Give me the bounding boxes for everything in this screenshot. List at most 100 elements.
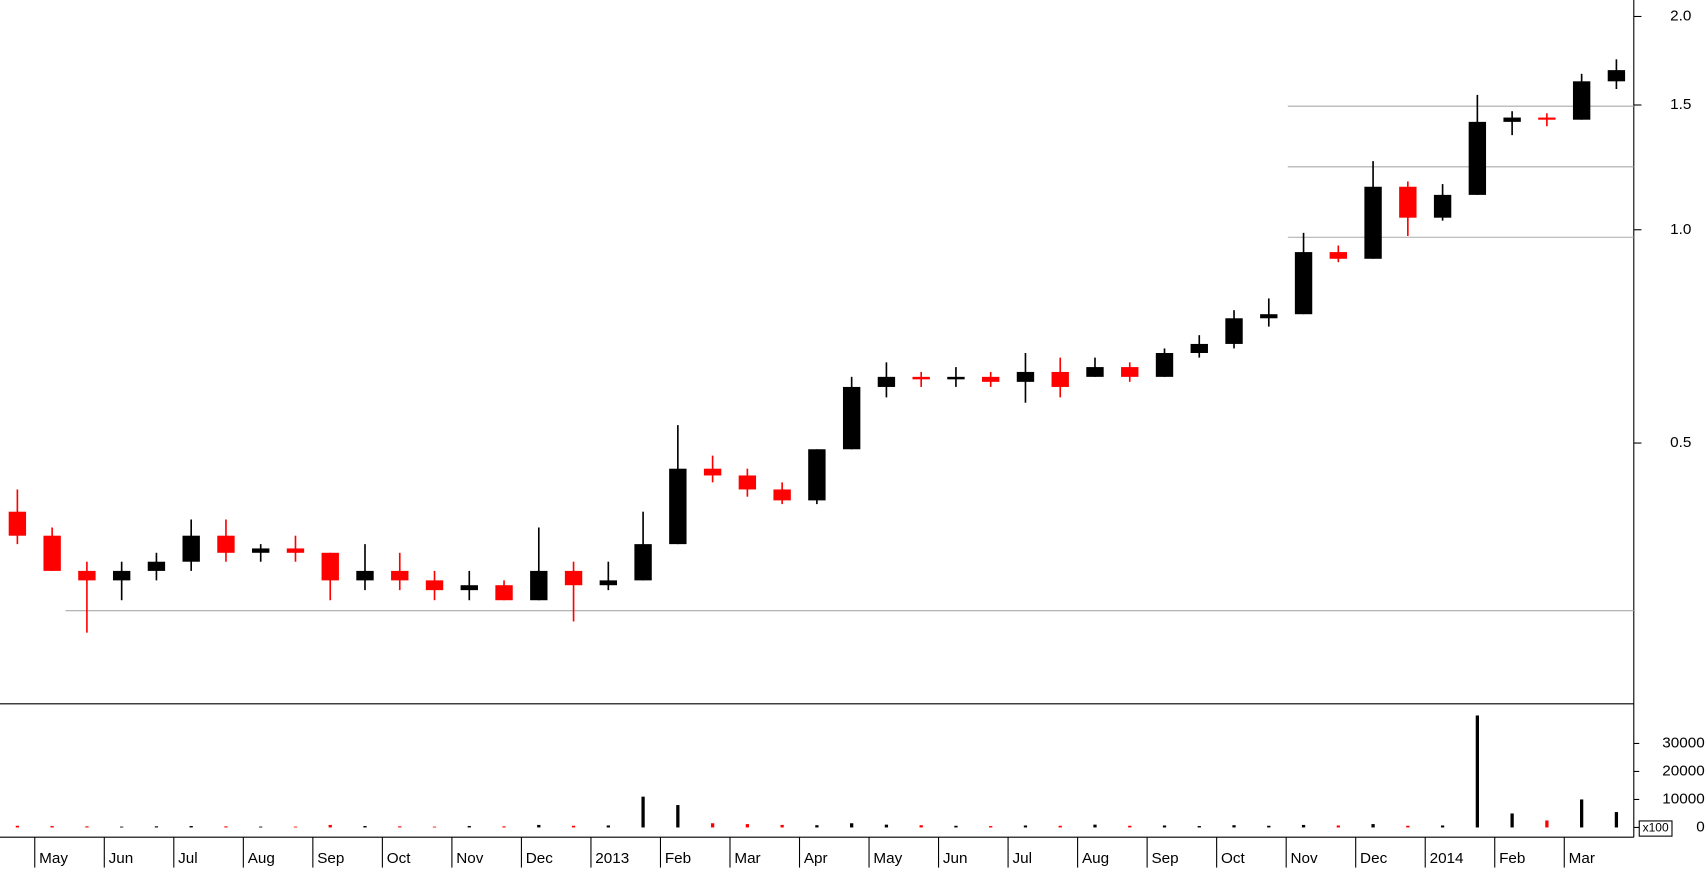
- candle-body: [1016, 371, 1035, 382]
- volume-bar: [676, 805, 680, 828]
- x-tick-label: Feb: [665, 850, 691, 867]
- y-tick-label: 0.5: [1670, 434, 1691, 451]
- candle-body: [703, 468, 722, 476]
- volume-bar: [1162, 825, 1167, 828]
- candle-body: [1190, 343, 1208, 353]
- candle-body: [495, 585, 513, 601]
- volume-bar: [15, 825, 20, 828]
- candle-body: [912, 376, 930, 380]
- volume-bar: [1267, 825, 1271, 828]
- candle-body: [773, 489, 791, 501]
- candle-body: [321, 552, 339, 581]
- x-tick-label: Aug: [248, 850, 275, 867]
- volume-tick-label: 10000: [1662, 791, 1704, 808]
- candle-body: [1607, 70, 1626, 82]
- volume-bar: [1336, 825, 1340, 828]
- x-tick-label: Jul: [1012, 850, 1032, 867]
- volume-bar: [293, 826, 298, 828]
- candle-body: [1468, 121, 1487, 195]
- candle-body: [982, 376, 1000, 382]
- volume-bar: [1128, 825, 1132, 828]
- volume-bar: [954, 825, 958, 828]
- volume-tick-label: 0: [1696, 818, 1704, 835]
- candle-body: [356, 570, 374, 581]
- x-tick-label: Sep: [317, 850, 344, 867]
- volume-bar: [745, 824, 750, 828]
- volume-bar: [1440, 825, 1445, 828]
- candle-body: [460, 585, 478, 591]
- x-tick-label: Apr: [804, 850, 828, 867]
- volume-bar: [1614, 812, 1619, 828]
- volume-bar: [884, 824, 889, 828]
- candle-body: [1260, 314, 1278, 319]
- candle-body: [1086, 367, 1104, 377]
- candle-body: [1051, 371, 1069, 387]
- volume-bar: [120, 826, 124, 828]
- candle-body: [530, 570, 548, 601]
- candle-body: [425, 580, 444, 591]
- x-tick-label: May: [39, 850, 68, 867]
- x-tick-label: Nov: [456, 850, 484, 867]
- volume-bar: [850, 823, 854, 828]
- volume-bar: [85, 826, 89, 828]
- volume-tick-label: 20000: [1662, 763, 1704, 780]
- candle-body: [808, 449, 826, 501]
- volume-bar: [537, 824, 541, 828]
- volume-bar: [328, 824, 332, 828]
- volume-bar: [224, 826, 228, 828]
- x-tick-label: Nov: [1291, 850, 1319, 867]
- y-tick-label: 1.0: [1670, 221, 1691, 238]
- candle-body: [1572, 81, 1591, 120]
- volume-bar: [1406, 825, 1410, 828]
- x-tick-label: Jun: [943, 850, 968, 867]
- candle-body: [564, 570, 583, 586]
- candle-body: [1399, 186, 1417, 218]
- volume-bar: [1023, 825, 1028, 828]
- y-tick-label: 1.5: [1670, 96, 1691, 113]
- candle-body: [147, 561, 166, 571]
- candle-body: [877, 376, 896, 387]
- x-tick-label: Feb: [1499, 850, 1525, 867]
- candle-body: [1538, 117, 1556, 120]
- candle-body: [8, 511, 27, 536]
- volume-bar: [398, 826, 402, 828]
- x-tick-label: Mar: [734, 850, 760, 867]
- volume-bar: [1371, 824, 1375, 828]
- volume-bar: [815, 825, 819, 828]
- x-tick-label: Dec: [526, 850, 554, 867]
- candle-body: [78, 570, 96, 581]
- x-tick-label: Oct: [387, 850, 412, 867]
- volume-bar: [989, 826, 993, 828]
- x-tick-label: Dec: [1360, 850, 1388, 867]
- volume-bar: [189, 826, 193, 828]
- candle-body: [43, 535, 61, 571]
- volume-bar: [1058, 825, 1062, 828]
- volume-bar: [1197, 826, 1201, 828]
- candle-body: [1503, 117, 1521, 122]
- volume-bar: [432, 826, 437, 828]
- x-tick-label: 2014: [1430, 850, 1465, 867]
- x-tick-label: Sep: [1151, 850, 1178, 867]
- volume-bar: [1093, 824, 1097, 828]
- volume-bar: [1510, 813, 1514, 828]
- volume-bar: [50, 826, 54, 828]
- volume-bar: [571, 825, 576, 828]
- x-tick-label: 2013: [595, 850, 629, 867]
- candle-body: [1364, 186, 1382, 259]
- x-tick-label: Jun: [109, 850, 134, 867]
- x-tick-label: May: [873, 850, 902, 867]
- volume-bar: [919, 825, 923, 828]
- volume-bar: [154, 826, 159, 828]
- candle-body: [1294, 252, 1313, 315]
- candle-body: [252, 548, 270, 553]
- candle-body: [947, 376, 965, 380]
- candle-body: [842, 386, 861, 450]
- candle-body: [1433, 194, 1452, 218]
- volume-bar: [363, 826, 367, 828]
- y-tick-label: 2.0: [1670, 8, 1691, 25]
- volume-bar: [780, 824, 784, 828]
- volume-bar: [710, 823, 715, 828]
- volume-bar: [1580, 799, 1584, 828]
- candle-body: [634, 544, 652, 581]
